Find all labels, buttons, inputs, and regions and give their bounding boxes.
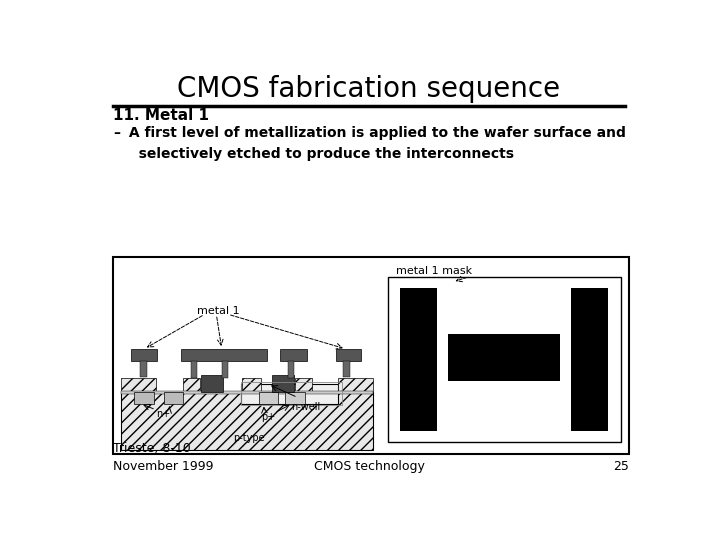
Text: p+: p+ [261, 413, 275, 422]
Bar [295, 378, 312, 392]
Bar [121, 392, 373, 450]
Bar [140, 361, 147, 377]
Bar [181, 349, 266, 361]
Bar [134, 392, 153, 403]
Text: CMOS fabrication sequence: CMOS fabrication sequence [177, 76, 561, 104]
Bar [163, 392, 183, 403]
Bar [400, 288, 437, 430]
Bar [280, 349, 307, 361]
Bar [287, 361, 294, 378]
Bar [336, 349, 361, 361]
Bar [113, 257, 629, 454]
Text: CMOS technology: CMOS technology [314, 460, 424, 473]
Bar [121, 378, 156, 392]
Bar [201, 375, 222, 392]
Bar [388, 276, 621, 442]
Bar [338, 378, 373, 392]
Bar [285, 392, 305, 403]
Bar [570, 288, 608, 430]
Bar [242, 378, 261, 392]
Bar [121, 390, 373, 394]
Bar [131, 349, 157, 361]
Text: Trieste, 8-10
November 1999: Trieste, 8-10 November 1999 [113, 442, 214, 473]
Bar [241, 384, 338, 403]
Text: metal 1 mask: metal 1 mask [396, 266, 472, 276]
Text: 25: 25 [613, 460, 629, 473]
Text: –: – [113, 126, 120, 140]
Text: 11. Metal 1: 11. Metal 1 [113, 108, 210, 123]
Bar [222, 361, 228, 378]
Text: n-well: n-well [292, 402, 320, 413]
Text: p-type: p-type [233, 433, 265, 443]
Bar [272, 375, 294, 392]
Bar [183, 378, 200, 392]
Text: A first level of metallization is applied to the wafer surface and
   selectivel: A first level of metallization is applie… [124, 126, 626, 161]
Bar [241, 382, 342, 405]
Text: n+: n+ [156, 409, 171, 419]
Bar [191, 361, 197, 378]
Bar [448, 334, 560, 381]
Bar [343, 361, 350, 377]
Text: metal 1: metal 1 [197, 306, 239, 316]
Bar [259, 392, 279, 403]
